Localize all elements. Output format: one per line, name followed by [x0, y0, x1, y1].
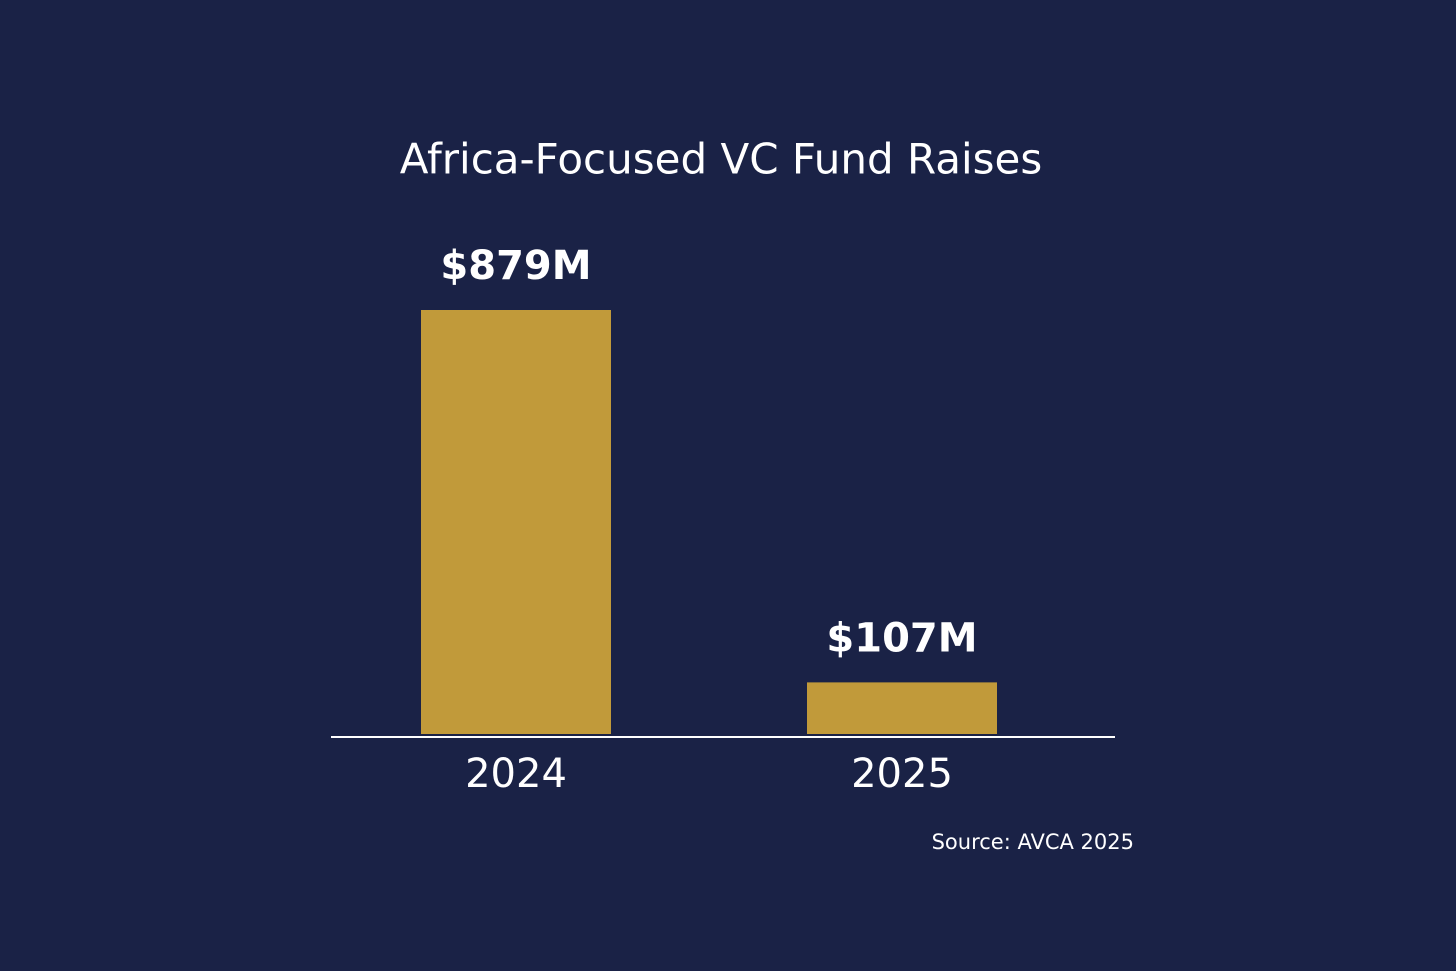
- value-label: $879M: [440, 243, 591, 289]
- chart-title: Africa-Focused VC Fund Raises: [400, 135, 1043, 184]
- source-note: Source: AVCA 2025: [932, 830, 1134, 854]
- bar: [421, 310, 611, 734]
- bar: [807, 682, 997, 734]
- value-label: $107M: [826, 615, 977, 661]
- x-tick-label: 2025: [851, 751, 953, 797]
- x-tick-label: 2024: [465, 751, 567, 797]
